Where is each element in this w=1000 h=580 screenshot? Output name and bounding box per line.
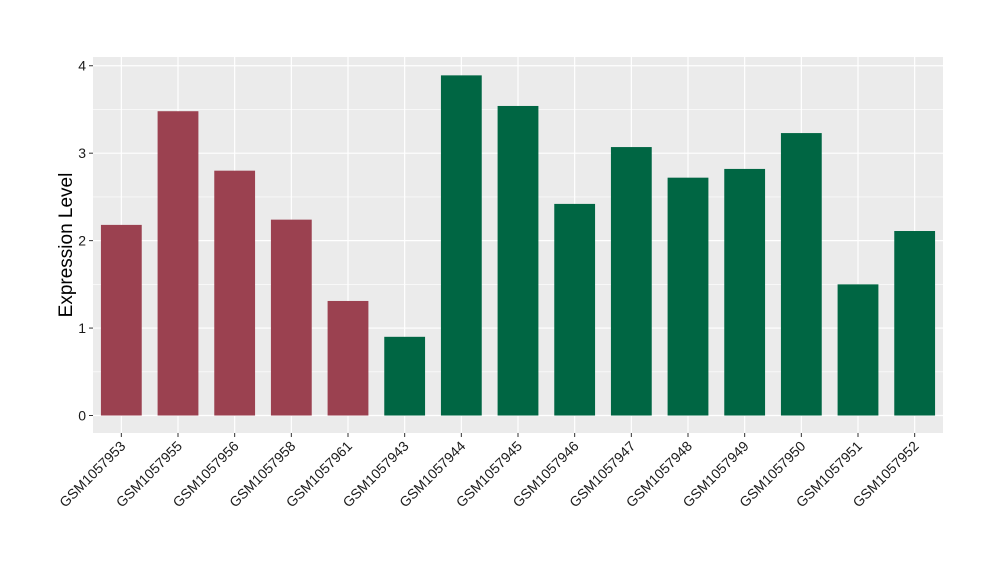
bar-GSM1057956 [214, 170, 256, 416]
y-tick-label: 0 [78, 408, 86, 424]
y-axis-title: Expression Level [56, 173, 77, 318]
bar-GSM1057950 [780, 133, 822, 416]
y-tick-label: 3 [78, 145, 86, 161]
bars [100, 75, 936, 416]
bar-GSM1057952 [894, 231, 936, 416]
bar-GSM1057951 [837, 284, 879, 416]
y-tick-label: 2 [78, 233, 86, 249]
bar-GSM1057961 [327, 300, 369, 416]
bar-GSM1057946 [554, 203, 596, 416]
bar-GSM1057944 [440, 75, 482, 416]
bar-GSM1057943 [384, 336, 426, 416]
bar-GSM1057948 [667, 177, 709, 416]
y-axis: 0 1 2 3 4 [78, 58, 93, 424]
bar-GSM1057953 [100, 224, 142, 416]
bar-GSM1057955 [157, 111, 199, 416]
bar-GSM1057949 [724, 168, 766, 416]
x-axis: GSM1057953GSM1057955GSM1057956GSM1057958… [56, 433, 922, 510]
bar-GSM1057958 [270, 219, 312, 416]
y-tick-label: 4 [78, 58, 86, 74]
bar-GSM1057945 [497, 105, 539, 416]
bar-GSM1057947 [610, 147, 652, 416]
y-tick-label: 1 [78, 320, 86, 336]
